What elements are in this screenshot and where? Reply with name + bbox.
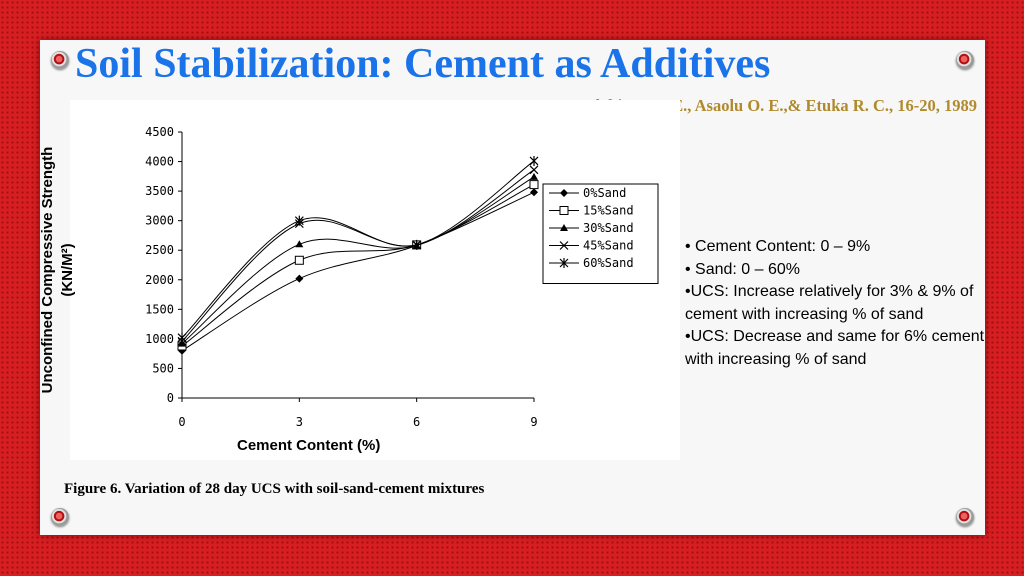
x-axis-label: Cement Content (%) xyxy=(237,437,381,454)
legend-label: 30%Sand xyxy=(583,221,634,235)
y-tick-label: 4000 xyxy=(145,155,174,169)
data-point xyxy=(530,172,538,180)
y-tick-label: 3500 xyxy=(145,184,174,198)
y-tick-label: 0 xyxy=(167,391,174,405)
legend-label: 60%Sand xyxy=(583,256,634,270)
x-tick-label: 9 xyxy=(530,415,537,429)
legend-marker xyxy=(560,224,568,231)
data-point xyxy=(412,239,422,250)
data-point xyxy=(295,240,304,248)
series-line xyxy=(181,160,535,339)
y-tick-label: 4500 xyxy=(145,125,174,139)
data-point xyxy=(178,339,186,347)
series-line xyxy=(181,191,535,352)
legend-marker xyxy=(559,241,569,250)
citation: Olabiran O. E., Asaolu O. E.,& Etuka R. … xyxy=(582,96,977,115)
legend-label: 0%Sand xyxy=(583,186,626,200)
y-axis-label-line2: (KN/M²) xyxy=(59,243,76,297)
y-tick-label: 3000 xyxy=(145,214,174,228)
pushpin-icon xyxy=(51,508,69,526)
pushpin-icon xyxy=(51,51,69,69)
pushpin-icon xyxy=(956,508,974,526)
data-point xyxy=(294,215,304,226)
legend-marker xyxy=(560,189,568,197)
pushpin-icon xyxy=(956,51,974,69)
data-point xyxy=(529,155,539,166)
legend-label: 15%Sand xyxy=(583,204,634,218)
y-tick-label: 500 xyxy=(152,361,174,375)
x-tick-label: 0 xyxy=(178,415,185,429)
x-tick-label: 3 xyxy=(296,415,303,429)
series-line xyxy=(181,169,535,342)
series-line xyxy=(181,176,535,344)
bullet-item: • Sand: 0 – 60% xyxy=(685,260,801,278)
data-point xyxy=(529,180,539,190)
legend-box xyxy=(542,183,659,284)
bullet-list: • Cement Content: 0 – 9% • Sand: 0 – 60%… xyxy=(685,236,985,371)
legend-label: 45%Sand xyxy=(583,239,634,253)
data-point xyxy=(294,255,304,265)
y-tick-label: 1500 xyxy=(145,302,174,316)
legend-marker xyxy=(559,206,569,215)
y-tick-label: 1000 xyxy=(145,332,174,346)
bullet-item: •UCS: Decrease and same for 6% cement wi… xyxy=(685,328,985,368)
data-point xyxy=(529,165,539,175)
y-axis-label: Unconfined Compressive Strength (KN/M²) xyxy=(38,100,86,440)
data-point xyxy=(177,332,187,343)
y-tick-label: 2000 xyxy=(145,273,174,287)
data-point xyxy=(530,188,538,197)
series-line xyxy=(181,184,535,347)
x-tick-label: 6 xyxy=(413,415,420,429)
bullet-item: • Cement Content: 0 – 9% xyxy=(685,238,871,255)
figure-caption: Figure 6. Variation of 28 day UCS with s… xyxy=(64,481,485,497)
slide-title: Soil Stabilization: Cement as Additives xyxy=(75,41,771,87)
legend-marker xyxy=(559,258,569,268)
y-axis-label-line1: Unconfined Compressive Strength xyxy=(39,146,56,394)
data-point xyxy=(295,274,304,283)
bullet-item: •UCS: Increase relatively for 3% & 9% of… xyxy=(685,283,974,323)
y-tick-label: 2500 xyxy=(145,243,174,257)
